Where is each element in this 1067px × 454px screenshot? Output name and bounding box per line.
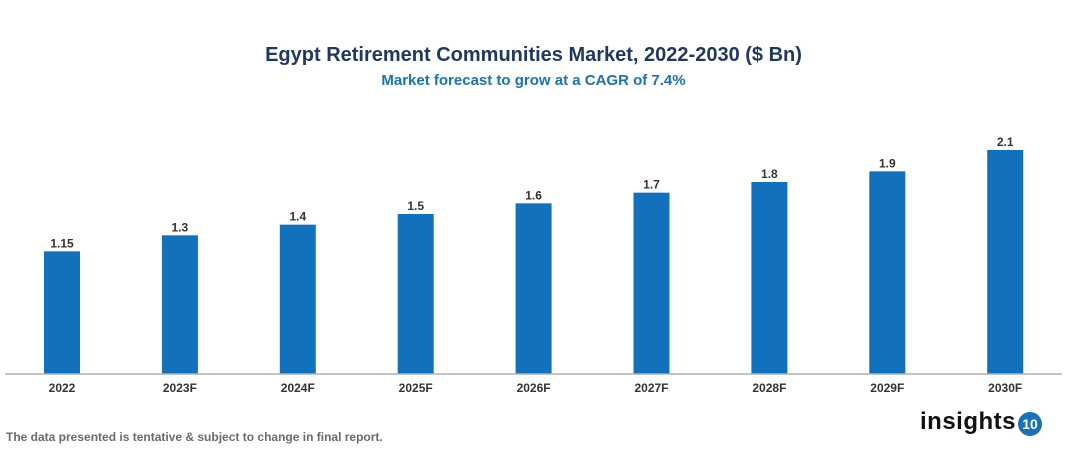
bar [751,182,788,374]
data-label: 1.6 [525,188,542,202]
x-tick-label: 2026F [517,381,551,395]
bar [397,214,434,374]
x-tick-label: 2030F [988,381,1022,395]
x-tick-label: 2024F [281,381,315,395]
bar [44,251,80,374]
insights10-logo: insights 10 [920,408,1043,436]
logo-text: insights [920,408,1017,435]
footnote: The data presented is tentative & subjec… [6,430,383,444]
chart-subtitle: Market forecast to grow at a CAGR of 7.4… [381,72,686,89]
logo-badge: 10 [1018,412,1043,436]
data-label: 1.9 [879,156,896,170]
x-tick-label: 2023F [163,381,197,395]
x-tick-label: 2027F [634,381,668,395]
x-tick-label: 2025F [399,381,433,395]
data-label: 1.8 [761,167,778,181]
bar [869,171,906,374]
data-label: 1.4 [289,210,306,224]
bar [987,150,1024,374]
bar [161,235,198,374]
bar [515,203,552,374]
chart-title: Egypt Retirement Communities Market, 202… [265,44,802,66]
bar [633,192,670,374]
x-tick-label: 2028F [752,381,786,395]
data-label: 1.3 [172,220,189,234]
data-label: 2.1 [997,135,1014,149]
data-label: 1.15 [50,236,74,250]
data-label: 1.7 [643,178,660,192]
x-tick-label: 2022 [49,381,76,395]
data-label: 1.5 [407,199,424,213]
bar [279,224,316,374]
x-tick-label: 2029F [870,381,904,395]
